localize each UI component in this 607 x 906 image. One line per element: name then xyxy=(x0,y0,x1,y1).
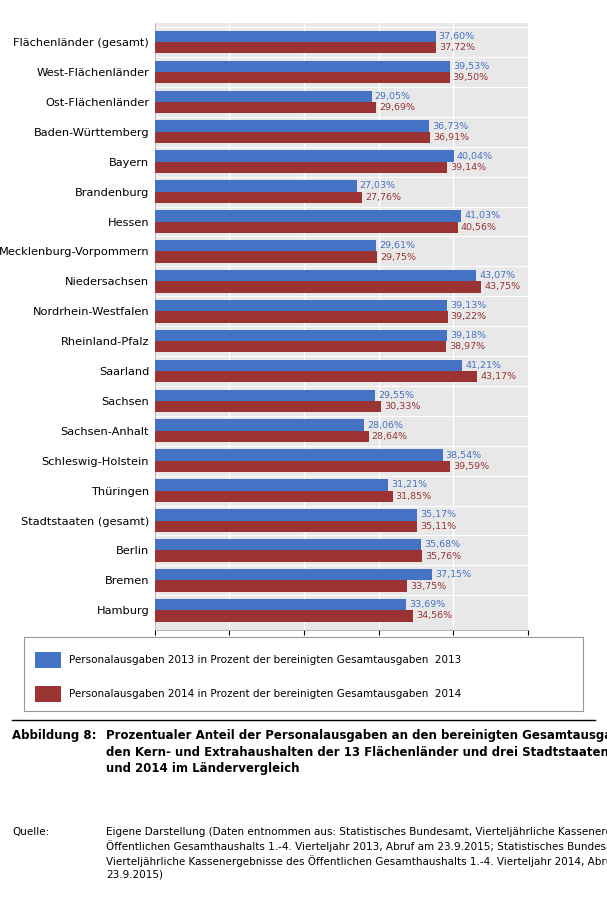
Text: 38,97%: 38,97% xyxy=(449,342,485,352)
Text: 27,76%: 27,76% xyxy=(365,193,401,202)
Bar xyxy=(155,42,436,53)
Bar xyxy=(155,300,447,311)
Bar xyxy=(155,131,430,143)
Bar xyxy=(155,161,447,173)
Bar xyxy=(155,390,375,401)
Bar xyxy=(155,150,453,161)
Text: Personalausgaben 2013 in Prozent der bereinigten Gesamtausgaben  2013: Personalausgaben 2013 in Prozent der ber… xyxy=(69,655,461,665)
Text: 31,21%: 31,21% xyxy=(391,480,427,489)
Text: 41,03%: 41,03% xyxy=(464,211,500,220)
Text: 29,55%: 29,55% xyxy=(378,390,415,400)
Text: 39,13%: 39,13% xyxy=(450,301,486,310)
Text: 30,33%: 30,33% xyxy=(384,402,421,411)
Bar xyxy=(155,611,413,622)
Bar xyxy=(155,101,376,113)
Text: Eigene Darstellung (Daten entnommen aus: Statistisches Bundesamt, Vierteljährlic: Eigene Darstellung (Daten entnommen aus:… xyxy=(106,827,607,880)
Bar xyxy=(155,281,481,293)
Text: 37,72%: 37,72% xyxy=(439,43,475,53)
Text: Prozentualer Anteil der Personalausgaben an den bereinigten Gesamtausgaben in
de: Prozentualer Anteil der Personalausgaben… xyxy=(106,729,607,776)
Bar xyxy=(155,371,477,382)
Text: 39,18%: 39,18% xyxy=(450,331,486,340)
Bar xyxy=(155,551,422,562)
Text: 29,75%: 29,75% xyxy=(380,253,416,262)
Bar xyxy=(155,270,476,281)
Text: 37,60%: 37,60% xyxy=(438,32,475,41)
Text: 35,11%: 35,11% xyxy=(420,522,456,531)
Text: 28,64%: 28,64% xyxy=(371,432,408,441)
Bar xyxy=(155,449,443,461)
Text: Abbildung 8:: Abbildung 8: xyxy=(12,729,97,742)
Text: 29,05%: 29,05% xyxy=(375,92,411,101)
Bar xyxy=(155,342,446,352)
Bar xyxy=(155,539,421,551)
Text: Personalausgaben 2014 in Prozent der bereinigten Gesamtausgaben  2014: Personalausgaben 2014 in Prozent der ber… xyxy=(69,689,461,699)
Bar xyxy=(155,401,381,412)
Text: 40,56%: 40,56% xyxy=(461,223,497,232)
Bar xyxy=(155,72,450,83)
Bar xyxy=(155,31,435,42)
Bar xyxy=(155,240,376,251)
Bar xyxy=(155,360,463,371)
Bar xyxy=(155,491,393,502)
Bar xyxy=(155,191,362,203)
Text: 43,75%: 43,75% xyxy=(484,283,521,292)
Bar xyxy=(155,509,418,521)
Bar xyxy=(155,120,429,131)
Bar xyxy=(35,651,61,668)
Text: 37,15%: 37,15% xyxy=(435,570,471,579)
Bar xyxy=(155,91,371,101)
Text: 41,21%: 41,21% xyxy=(466,361,501,370)
Bar xyxy=(155,61,450,72)
Text: 36,73%: 36,73% xyxy=(432,121,468,130)
Text: 39,53%: 39,53% xyxy=(453,62,489,71)
Bar xyxy=(155,479,388,491)
Text: Quelle:: Quelle: xyxy=(12,827,49,837)
Text: 43,17%: 43,17% xyxy=(480,372,516,381)
Bar xyxy=(155,221,458,233)
Text: 39,22%: 39,22% xyxy=(450,313,487,322)
Text: 43,07%: 43,07% xyxy=(480,271,515,280)
Text: 39,14%: 39,14% xyxy=(450,163,486,172)
Text: 35,76%: 35,76% xyxy=(425,552,461,561)
Bar xyxy=(155,330,447,342)
Text: 39,50%: 39,50% xyxy=(453,73,489,82)
Text: 28,06%: 28,06% xyxy=(367,420,403,429)
Text: 29,61%: 29,61% xyxy=(379,241,415,250)
Text: 29,69%: 29,69% xyxy=(379,103,415,112)
Text: 34,56%: 34,56% xyxy=(416,612,452,621)
Text: 33,69%: 33,69% xyxy=(409,600,446,609)
Text: 27,03%: 27,03% xyxy=(359,181,396,190)
Bar xyxy=(155,431,368,442)
Text: 38,54%: 38,54% xyxy=(446,450,481,459)
Bar xyxy=(35,686,61,702)
Text: 31,85%: 31,85% xyxy=(396,492,432,501)
Bar xyxy=(155,419,364,431)
Text: 35,17%: 35,17% xyxy=(421,510,456,519)
Bar xyxy=(155,569,432,581)
Bar xyxy=(155,461,450,472)
Bar xyxy=(155,599,406,611)
Bar xyxy=(155,210,461,221)
Text: 39,59%: 39,59% xyxy=(453,462,489,471)
Bar xyxy=(155,180,356,191)
Bar xyxy=(155,251,377,263)
Bar xyxy=(155,521,417,532)
Bar xyxy=(155,581,407,592)
Bar xyxy=(155,311,447,323)
Text: 40,04%: 40,04% xyxy=(456,151,493,160)
Text: 35,68%: 35,68% xyxy=(424,540,460,549)
Text: 36,91%: 36,91% xyxy=(433,133,469,142)
Text: 33,75%: 33,75% xyxy=(410,582,446,591)
